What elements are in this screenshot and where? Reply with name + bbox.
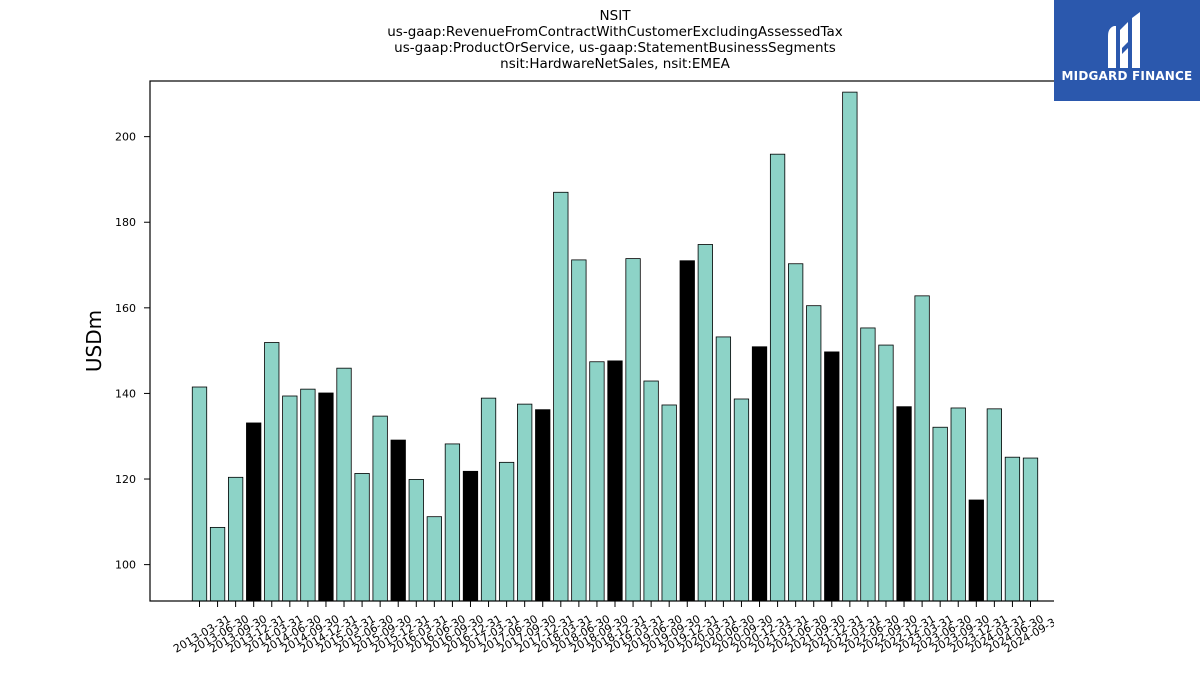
- bar-2014-03-31: [264, 342, 280, 602]
- y-tick-label: 180: [115, 216, 136, 229]
- bar-2019-09-30: [661, 404, 677, 602]
- bar-2023-06-30: [932, 426, 948, 602]
- bar-2015-09-30: [372, 415, 388, 602]
- y-tick-label: 140: [115, 387, 136, 400]
- bar-2023-12-31: [968, 499, 984, 602]
- bar-2022-09-30: [878, 344, 894, 602]
- y-tick-label: 160: [115, 302, 136, 315]
- bar-2016-03-31: [408, 479, 424, 602]
- bar-2017-09-30: [517, 403, 533, 602]
- bar-2023-03-31: [914, 295, 930, 602]
- bar-2024-06-30: [1004, 456, 1021, 602]
- title-line-2: us-gaap:RevenueFromContractWithCustomerE…: [387, 24, 843, 40]
- bar-2022-12-31: [896, 406, 912, 602]
- bar-2024-09-30: [1022, 457, 1039, 602]
- bar-2017-06-30: [498, 461, 515, 602]
- y-tick-label: 100: [115, 559, 136, 572]
- logo-text: MIDGARD FINANCE: [1061, 69, 1193, 83]
- bar-2015-12-31: [390, 439, 406, 602]
- bar-2020-03-31: [697, 244, 713, 602]
- bar-2018-06-30: [571, 259, 587, 602]
- title-line-4: nsit:HardwareNetSales, nsit:EMEA: [500, 56, 730, 72]
- chart-title: NSIT us-gaap:RevenueFromContractWithCust…: [387, 8, 843, 72]
- bar-2014-06-30: [282, 395, 298, 602]
- bar-2013-12-31: [246, 422, 262, 602]
- bar-2018-03-31: [553, 191, 569, 602]
- y-tick-label: 200: [115, 131, 136, 144]
- bar-2016-06-30: [426, 516, 442, 602]
- bar-2022-06-30: [860, 327, 876, 602]
- bars-group: [191, 91, 1039, 602]
- bar-2024-03-31: [986, 408, 1002, 602]
- bar-2013-09-30: [227, 476, 244, 602]
- bar-2018-09-30: [589, 361, 605, 602]
- bar-2019-06-30: [643, 380, 659, 602]
- bar-chart: NSIT us-gaap:RevenueFromContractWithCust…: [82, 8, 1054, 656]
- bar-2020-09-30: [733, 398, 750, 602]
- y-axis-title: USDm: [82, 310, 106, 372]
- bar-2020-06-30: [715, 336, 732, 602]
- bar-2016-09-30: [444, 443, 461, 602]
- midgard-finance-logo: MIDGARD FINANCE: [1054, 0, 1200, 101]
- bar-2015-06-30: [354, 473, 370, 602]
- bar-2022-03-31: [842, 91, 858, 602]
- bar-2023-09-30: [950, 407, 966, 602]
- bar-2020-12-31: [751, 346, 768, 602]
- y-tick-label: 120: [115, 473, 136, 486]
- bar-2015-03-31: [336, 367, 352, 602]
- y-axis: 100 120 140 160 180 200: [115, 131, 150, 572]
- bar-2018-12-31: [607, 360, 623, 602]
- title-line-1: NSIT: [600, 8, 632, 24]
- bar-2014-09-30: [300, 388, 316, 602]
- bar-2021-03-31: [769, 153, 786, 602]
- bar-2017-03-31: [480, 397, 497, 602]
- title-line-3: us-gaap:ProductOrService, us-gaap:Statem…: [394, 40, 836, 56]
- bar-2019-03-31: [625, 258, 641, 602]
- bar-2021-09-30: [806, 305, 822, 602]
- bar-2013-03-31: [191, 386, 208, 602]
- bar-2016-12-31: [462, 470, 479, 602]
- bar-2021-06-30: [788, 263, 804, 602]
- bar-2014-12-31: [318, 392, 334, 602]
- x-axis: 2013-03-312013-06-302013-09-302013-12-31…: [171, 601, 1054, 656]
- bar-2019-12-31: [679, 260, 695, 602]
- bar-2013-06-30: [209, 526, 226, 602]
- bar-2021-12-31: [824, 351, 840, 602]
- bar-2017-12-31: [535, 409, 551, 602]
- midgard-logo-icon: [1108, 12, 1140, 68]
